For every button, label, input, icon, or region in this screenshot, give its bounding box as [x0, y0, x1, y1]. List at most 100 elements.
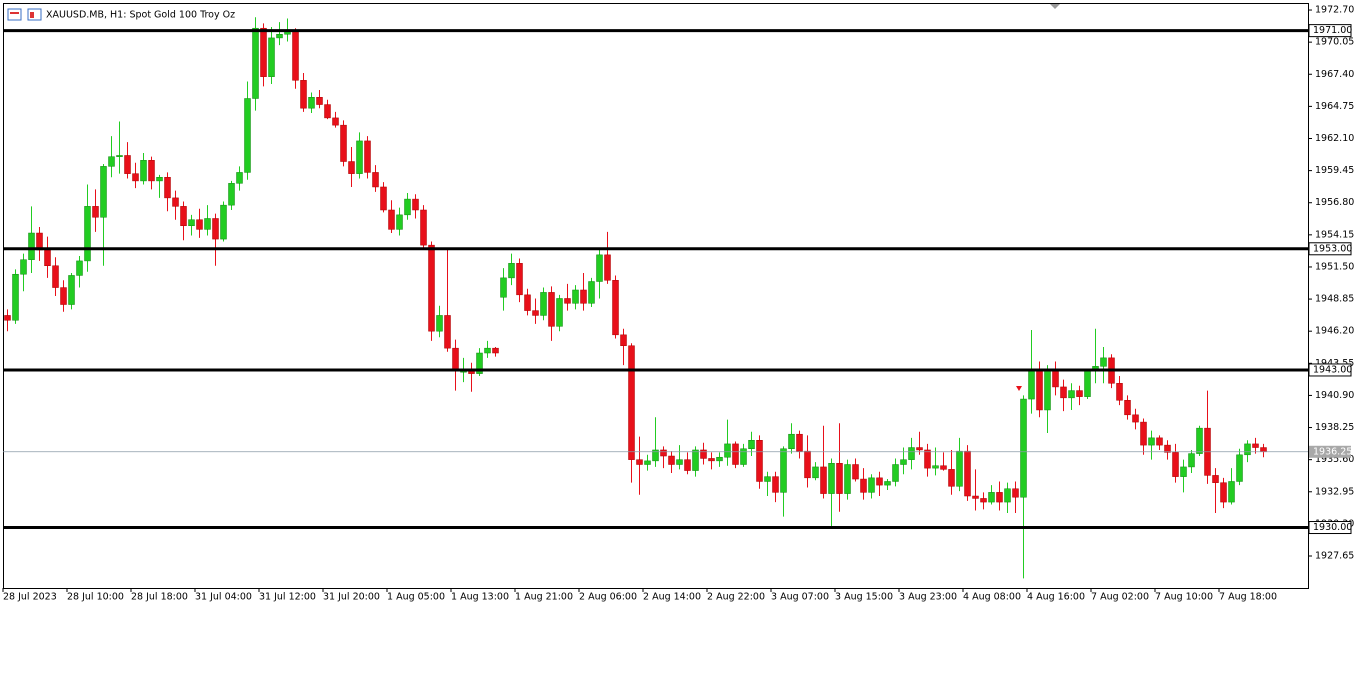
y-tick-label: 1943.55	[1315, 358, 1354, 369]
candle-body	[868, 477, 875, 493]
candle-body	[612, 280, 619, 336]
candle-body	[988, 492, 995, 503]
candle-body	[548, 292, 555, 327]
candle-body	[964, 450, 971, 497]
candle-body	[1076, 390, 1083, 397]
candle-body	[436, 315, 443, 332]
x-tick-label: 2 Aug 06:00	[579, 592, 637, 603]
x-tick-label: 7 Aug 02:00	[1091, 592, 1149, 603]
x-tick-label: 4 Aug 08:00	[963, 592, 1021, 603]
candle-body	[316, 97, 323, 105]
candle-body	[812, 466, 819, 479]
x-tick-label: 3 Aug 15:00	[835, 592, 893, 603]
candle-body	[556, 298, 563, 327]
candle-body	[1052, 369, 1059, 388]
candle-body	[300, 80, 307, 109]
candle-body	[948, 469, 955, 487]
candle-body	[12, 273, 19, 321]
candle-body	[884, 481, 891, 486]
y-tick-label: 1940.90	[1315, 390, 1354, 401]
candle-body	[508, 263, 515, 279]
candle-body	[804, 450, 811, 479]
candle-body	[708, 458, 715, 462]
x-tick-label: 7 Aug 18:00	[1219, 592, 1277, 603]
candle-body	[340, 124, 347, 162]
candle-body	[860, 478, 867, 493]
candle-body	[564, 298, 571, 304]
candle-body	[908, 447, 915, 460]
candle-body	[1244, 443, 1251, 456]
candle-body	[772, 476, 779, 493]
candle-body	[268, 37, 275, 77]
current-price-label: 1936.25	[1313, 446, 1352, 457]
candle-body	[1188, 453, 1195, 468]
candle-body	[380, 186, 387, 211]
candle-body	[604, 254, 611, 281]
x-tick-label: 31 Jul 04:00	[195, 592, 252, 603]
candle-body	[324, 104, 331, 119]
candle-body	[996, 492, 1003, 503]
candle-body	[108, 156, 115, 167]
candle-body	[916, 447, 923, 451]
x-tick-label: 3 Aug 07:00	[771, 592, 829, 603]
candle-body	[796, 433, 803, 452]
candle-body	[1036, 368, 1043, 411]
candle-body	[412, 198, 419, 211]
candle-body	[1124, 400, 1131, 416]
candle-body	[60, 287, 67, 305]
candle-body	[692, 449, 699, 471]
candle-body	[748, 440, 755, 449]
candle-body	[852, 464, 859, 480]
candle-body	[404, 198, 411, 216]
chart-title: XAUUSD.MB, H1: Spot Gold 100 Troy Oz	[46, 10, 235, 21]
y-tick-label: 1954.15	[1315, 229, 1354, 240]
candle-body	[572, 289, 579, 304]
y-tick-label: 1932.95	[1315, 486, 1354, 497]
candle-body	[140, 160, 147, 182]
candle-body	[236, 172, 243, 184]
candle-body	[332, 117, 339, 126]
y-tick-label: 1962.10	[1315, 133, 1354, 144]
candle-body	[828, 463, 835, 494]
candle-body	[28, 232, 35, 260]
candle-body	[348, 161, 355, 174]
candle-body	[20, 259, 27, 275]
candle-body	[516, 263, 523, 296]
candle-body	[100, 166, 107, 218]
candle-body	[1196, 427, 1203, 454]
candle-body	[1148, 437, 1155, 446]
candle-body	[676, 459, 683, 465]
x-tick-label: 31 Jul 20:00	[323, 592, 380, 603]
candle-body	[212, 218, 219, 240]
x-tick-label: 1 Aug 21:00	[515, 592, 573, 603]
candle-body	[1212, 475, 1219, 483]
candle-body	[1004, 488, 1011, 503]
candle-body	[1020, 398, 1027, 498]
candle-body	[372, 172, 379, 188]
candle-body	[156, 177, 163, 182]
candle-body	[1060, 386, 1067, 399]
candle-body	[116, 155, 123, 157]
current-price-box	[1309, 445, 1351, 458]
title-icons	[7, 8, 42, 21]
icon	[27, 8, 42, 21]
icon	[7, 8, 22, 21]
y-tick-label: 1959.45	[1315, 165, 1354, 176]
candle-body	[924, 449, 931, 469]
candle-body	[580, 289, 587, 304]
candle-body	[1252, 443, 1259, 448]
candle-body	[196, 219, 203, 230]
candle-body	[844, 464, 851, 494]
candle-body	[468, 370, 475, 374]
y-tick-label: 1964.75	[1315, 101, 1354, 112]
y-tick-label: 1970.05	[1315, 37, 1354, 48]
y-tick-label: 1972.70	[1315, 5, 1354, 16]
candle-body	[540, 292, 547, 316]
candle-body	[68, 275, 75, 305]
y-tick-label: 1948.85	[1315, 294, 1354, 305]
candle-body	[244, 98, 251, 173]
candle-body	[356, 140, 363, 174]
candle-body	[1068, 390, 1075, 399]
y-tick-label: 1951.50	[1315, 261, 1354, 272]
